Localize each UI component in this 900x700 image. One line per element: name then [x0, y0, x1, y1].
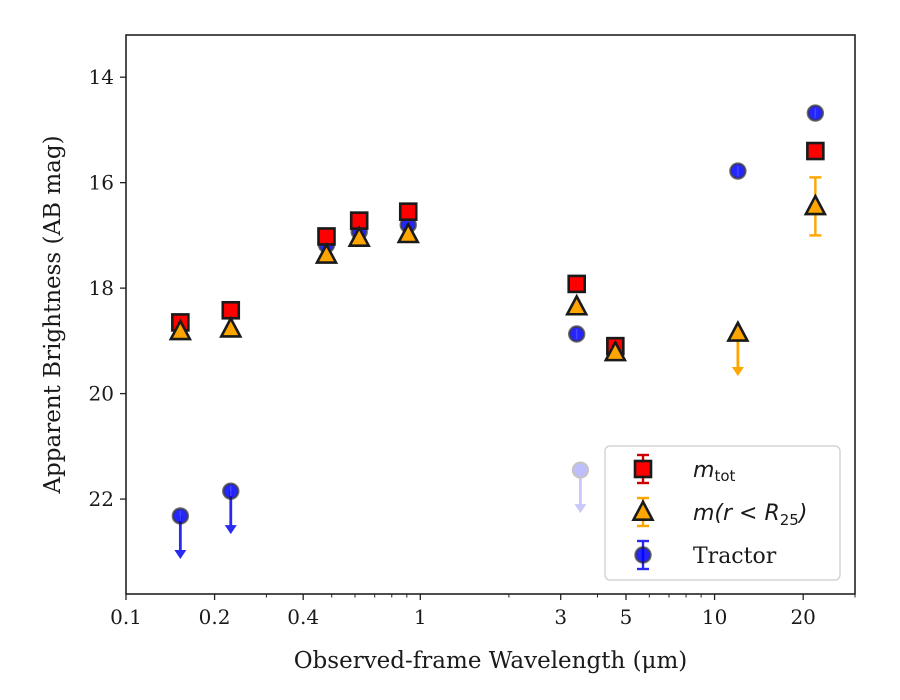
tractor-upper-limit-arrow-head: [224, 525, 237, 535]
tractor-point: [568, 325, 586, 343]
x-tick-label: 3: [554, 605, 567, 629]
axes: 0.1 0.2 0.4 1 3 5 10 20 14 16 18 20 22: [89, 65, 856, 629]
m_r25-marker: [314, 241, 339, 264]
m_r25-marker: [565, 293, 589, 316]
m_r25-marker: [726, 319, 750, 342]
m_r25-point: [726, 319, 750, 376]
m_tot-marker-shape: [398, 202, 418, 221]
m_r25-marker: [803, 193, 828, 216]
x-tick-label: 5: [620, 605, 633, 629]
m_r25-marker: [219, 315, 243, 338]
m_tot-point: [806, 141, 825, 161]
m_r25-point: [314, 241, 339, 264]
legend-label-tractor: Tractor: [693, 544, 777, 569]
m_r25-marker-shape: [565, 293, 589, 316]
x-tick-label: 0.2: [199, 605, 231, 629]
tractor-faded-point: [571, 461, 590, 514]
tractor-faded-marker: [571, 461, 590, 479]
m_r25-upper-limit-arrow-head: [731, 366, 744, 376]
m_r25-marker: [347, 225, 371, 247]
legend-m_tot-marker: [633, 459, 653, 479]
tractor-point: [222, 482, 240, 535]
legend-item-m_tot: mtot: [633, 453, 735, 485]
y-axis-label: Apparent Brightness (AB mag): [40, 135, 66, 494]
y-tick-label: 18: [89, 276, 114, 300]
m_r25-point: [396, 221, 420, 244]
legend-item-m_r25: m(r < R25): [631, 496, 807, 529]
legend-tractor-marker-shape: [634, 546, 652, 564]
legend-label-main: m: [693, 458, 714, 483]
m_tot-point: [317, 227, 336, 246]
legend-m_tot-marker-shape: [633, 459, 653, 479]
m_r25-point: [603, 339, 628, 362]
legend-label-sub: 25: [780, 511, 799, 529]
y-tick-label: 20: [89, 382, 114, 406]
tractor-faded-arrow-head: [574, 504, 587, 514]
x-tick-label: 10: [702, 605, 727, 629]
m_r25-marker-shape: [347, 225, 371, 247]
y-tick-label: 22: [89, 487, 114, 511]
m_r25-marker-shape: [803, 193, 828, 216]
m_r25-marker: [603, 339, 628, 362]
m_r25-marker-shape: [396, 221, 420, 244]
y-tick-label: 16: [89, 171, 114, 195]
tractor-point: [729, 162, 747, 180]
m_r25-marker-shape: [603, 339, 628, 362]
plot-frame: [125, 34, 856, 595]
tractor-point: [171, 507, 190, 559]
m_tot-point: [398, 202, 418, 221]
y-tick-label: 14: [89, 65, 114, 89]
m_r25-point: [168, 318, 193, 341]
m_r25-marker-shape: [726, 319, 750, 342]
x-axis-label: Observed-frame Wavelength (μm): [294, 648, 688, 674]
legend-m_r25-marker: [631, 499, 655, 521]
m_r25-point: [803, 176, 828, 237]
tractor-upper-limit-arrow-head: [174, 549, 187, 559]
m_r25-point: [565, 293, 589, 316]
x-tick-label: 20: [790, 605, 815, 629]
m_tot-point: [567, 274, 587, 294]
m_tot-marker: [398, 202, 418, 221]
tractor-faded-arrow: [574, 470, 587, 514]
legend-tractor-marker: [634, 546, 652, 564]
m_tot-marker-shape: [567, 274, 587, 294]
plot-area: [168, 104, 828, 559]
m_r25-point: [347, 225, 371, 247]
m_r25-marker-shape: [168, 318, 193, 341]
tractor-point: [806, 104, 825, 122]
m_r25-marker-shape: [314, 241, 339, 264]
m_r25-marker-shape: [219, 315, 243, 338]
legend-label-sub: tot: [714, 467, 735, 485]
m_tot-marker: [567, 274, 587, 294]
m_r25-marker: [168, 318, 193, 341]
legend-m_r25-marker-shape: [631, 499, 655, 521]
m_r25-marker: [396, 221, 420, 244]
legend-item-tractor: Tractor: [634, 539, 777, 571]
m_r25-point: [219, 315, 243, 338]
m_tot-marker: [806, 141, 825, 161]
legend-label-m_r25: m(r < R25): [693, 501, 807, 529]
legend: mtot m(r < R25) Tractor: [571, 445, 841, 581]
legend-label-close: ): [797, 501, 808, 526]
x-tick-label: 1: [414, 605, 427, 629]
x-tick-label: 0.4: [287, 605, 319, 629]
m_tot-marker-shape: [806, 141, 825, 161]
legend-box: [604, 445, 841, 581]
legend-label-main: m(r < R: [693, 501, 780, 526]
legend-label-m_tot: mtot: [693, 458, 735, 485]
x-tick-label: 0.1: [110, 605, 142, 629]
